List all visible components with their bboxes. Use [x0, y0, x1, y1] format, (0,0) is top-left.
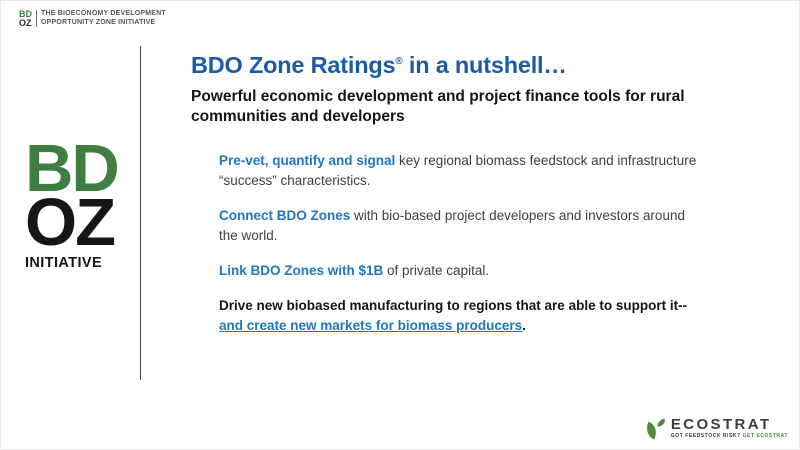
mini-logo-divider	[36, 10, 37, 27]
page-subtitle: Powerful economic development and projec…	[191, 88, 685, 125]
page-title: BDO Zone Ratings® in a nutshell…	[191, 51, 776, 79]
bullet-drive-bold: Drive new biobased manufacturing to regi…	[219, 298, 688, 313]
side-logo-bd: BD	[25, 131, 120, 206]
bullet-prevet: Pre-vet, quantify and signal key regiona…	[219, 151, 760, 191]
bullet-connect-rest1: with bio-based project developers and in…	[350, 208, 685, 223]
bullet-connect-lead: Connect BDO Zones	[219, 208, 351, 223]
bullet-connect-rest2: the world.	[219, 228, 278, 243]
mini-logo-text: THE BIOECONOMY DEVELOPMENT OPPORTUNITY Z…	[41, 10, 166, 27]
bullet-prevet-rest1: key regional biomass feedstock and infra…	[395, 153, 697, 168]
bullet-prevet-lead: Pre-vet, quantify and signal	[219, 153, 396, 168]
header-brand-logo: BD OZ THE BIOECONOMY DEVELOPMENT OPPORTU…	[19, 10, 166, 27]
mini-logo-line1: THE BIOECONOMY DEVELOPMENT	[41, 10, 166, 17]
bdoz-initiative-logo: BD OZ INITIATIVE	[25, 131, 120, 271]
bullet-prevet-rest2: “success” characteristics.	[219, 173, 371, 188]
mini-mark-oz: OZ	[19, 17, 32, 28]
side-logo-oz: OZ	[25, 185, 116, 260]
mini-mark-bd: BD	[19, 9, 32, 19]
ecostrat-wordmark: ECOSTRAT	[670, 416, 772, 433]
ecostrat-logo: ECOSTRAT GOT FEEDSTOCK RISK? GET ECOSTRA…	[645, 416, 788, 441]
tagline-question: GOT FEEDSTOCK RISK?	[670, 433, 741, 439]
tagline-answer: GET ECOSTRAT	[740, 433, 788, 439]
bullet-drive: Drive new biobased manufacturing to regi…	[219, 296, 760, 336]
registered-trademark-symbol: ®	[395, 56, 403, 68]
ecostrat-tagline: GOT FEEDSTOCK RISK? GET ECOSTRAT	[671, 433, 788, 439]
leaf-icon	[646, 418, 665, 440]
bullet-link-lead: Link BDO Zones with $1B	[219, 263, 384, 278]
vertical-divider	[140, 46, 141, 380]
bullet-link: Link BDO Zones with $1B of private capit…	[219, 261, 760, 281]
bullet-list: Pre-vet, quantify and signal key regiona…	[219, 151, 760, 336]
bullet-connect: Connect BDO Zones with bio-based project…	[219, 206, 760, 246]
ecostrat-text-block: ECOSTRAT GOT FEEDSTOCK RISK? GET ECOSTRA…	[671, 416, 788, 439]
bdoz-mini-mark: BD OZ	[19, 10, 32, 27]
bullet-drive-end: .	[522, 318, 526, 333]
title-main: BDO Zone Ratings	[191, 52, 396, 78]
main-content: BDO Zone Ratings® in a nutshell… Powerfu…	[191, 51, 776, 351]
bullet-link-rest: of private capital.	[383, 263, 490, 278]
title-rest: in a nutshell…	[402, 52, 567, 78]
side-logo-caption: INITIATIVE	[25, 255, 103, 271]
mini-logo-line2: OPPORTUNITY ZONE INITIATIVE	[41, 18, 156, 26]
biomass-producers-link[interactable]: and create new markets for biomass produ…	[219, 318, 523, 333]
